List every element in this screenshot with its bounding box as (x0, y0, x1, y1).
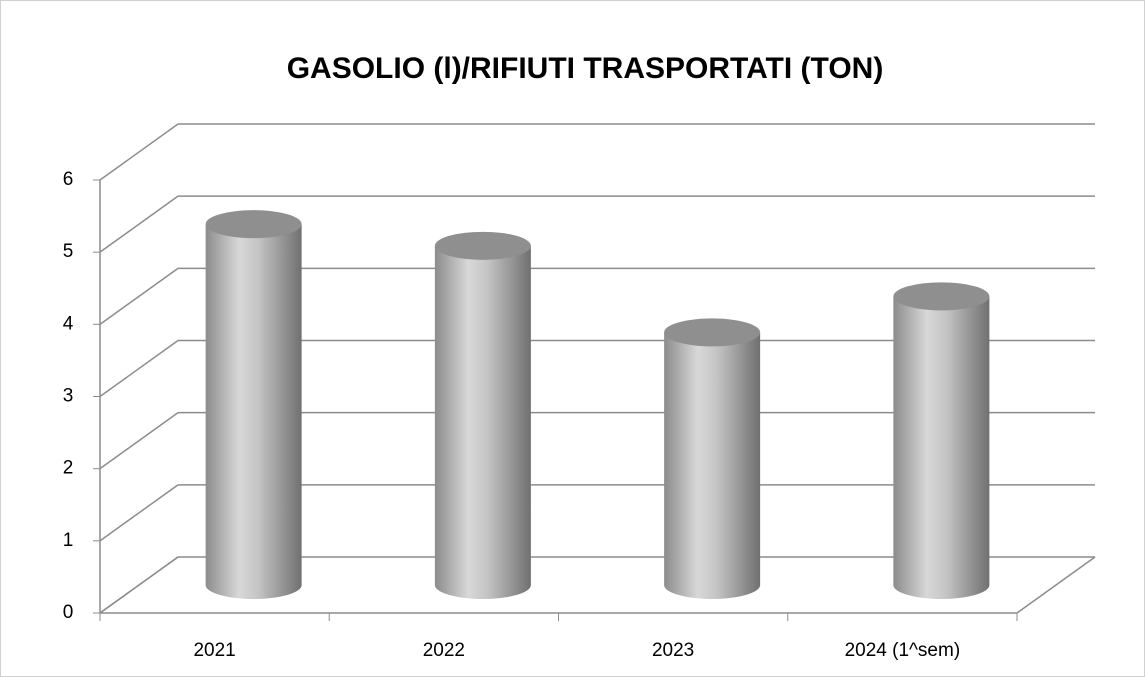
chart-title: GASOLIO (l)/RIFIUTI TRASPORTATI (TON) (287, 52, 884, 85)
grid-line (99, 195, 179, 253)
bar (205, 210, 302, 600)
bar-body (434, 245, 531, 600)
grid-line (99, 412, 179, 470)
bar-body (205, 224, 302, 600)
bar-top (434, 231, 531, 260)
y-tick-label: 5 (63, 241, 74, 262)
grid-line (99, 339, 179, 398)
y-tick-label: 6 (63, 169, 74, 190)
grid-line (99, 123, 179, 181)
bar-top (205, 210, 302, 239)
bar (664, 318, 761, 600)
bar-body (664, 332, 761, 600)
y-tick-label: 1 (63, 530, 74, 551)
grid-line (99, 484, 179, 542)
bar-body (893, 296, 990, 600)
grid-line (99, 267, 179, 325)
y-tick-label: 0 (63, 602, 74, 623)
y-tick-label: 4 (63, 313, 74, 334)
x-tick-label: 2023 (652, 640, 694, 661)
y-tick-label: 3 (63, 386, 74, 407)
bar (893, 282, 990, 600)
x-tick-label: 2022 (423, 640, 465, 661)
x-tick-label: 2021 (193, 640, 235, 661)
x-tick-label: 2024 (1^sem) (845, 640, 961, 661)
bar-top (893, 282, 990, 311)
bar-top (664, 318, 761, 347)
floor-edge (1016, 556, 1096, 614)
y-tick-label: 2 (63, 458, 74, 479)
grid-line (99, 556, 179, 614)
bar (434, 231, 531, 600)
